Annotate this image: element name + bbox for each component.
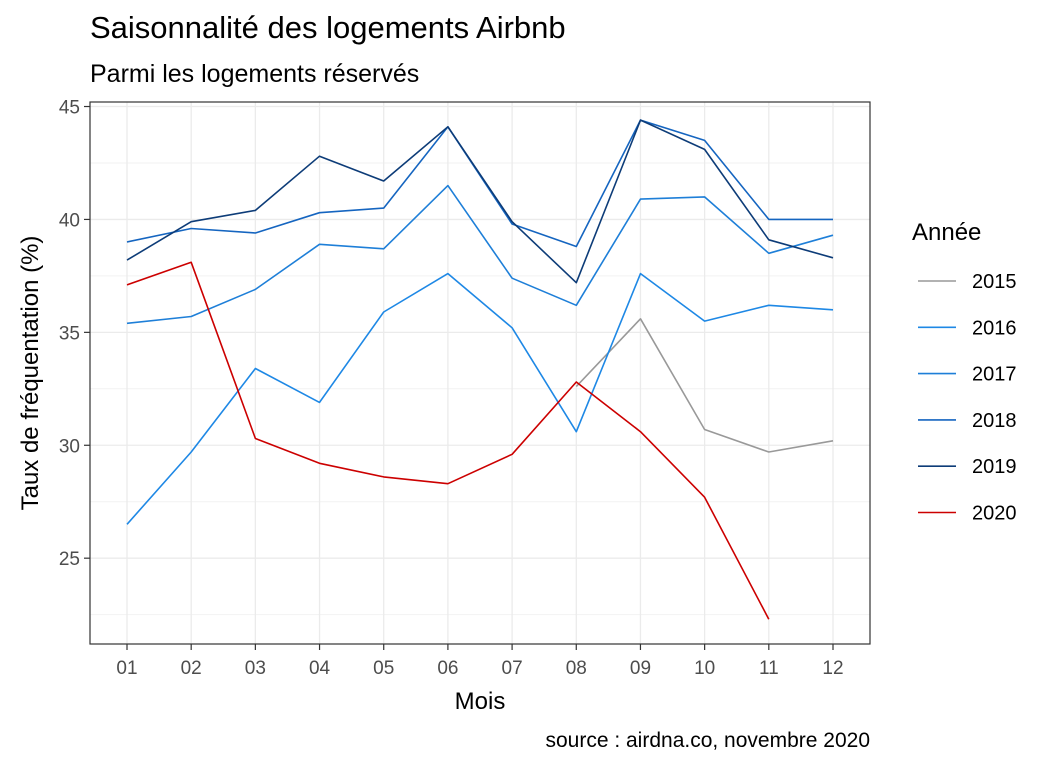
legend-label-2016: 2016: [972, 317, 1017, 339]
legend-title: Année: [912, 219, 981, 246]
grid: [90, 102, 870, 644]
series-line-2017: [126, 184, 834, 325]
x-tick-label: 12: [822, 658, 843, 679]
panel-border: [89, 101, 871, 645]
y-tick-label: 25: [59, 549, 80, 570]
x-tick-label: 01: [116, 658, 137, 679]
chart-title: Saisonnalité des logements Airbnb: [90, 10, 566, 45]
x-tick-label: 04: [309, 658, 331, 679]
series-line-2019: [126, 119, 834, 284]
series-line-2015: [575, 318, 834, 453]
x-tick-label: 05: [373, 658, 394, 679]
legend-label-2017: 2017: [972, 364, 1017, 386]
x-tick-label: 11: [759, 658, 779, 679]
y-tick-label: 35: [59, 323, 80, 344]
x-tick-label: 08: [566, 658, 587, 679]
chart-caption: source : airdna.co, novembre 2020: [545, 729, 870, 752]
chart-subtitle: Parmi les logements réservés: [90, 60, 420, 88]
legend-label-2020: 2020: [972, 503, 1017, 525]
y-tick-label: 45: [59, 98, 80, 119]
y-tick-label: 30: [59, 436, 80, 457]
x-tick-label: 03: [245, 658, 266, 679]
x-tick-label: 02: [181, 658, 202, 679]
x-tick-label: 06: [437, 658, 458, 679]
y-axis: 25 30 35 40 45: [59, 98, 90, 570]
x-axis-title: Mois: [455, 688, 506, 715]
y-tick-label: 40: [59, 210, 80, 231]
series-line-2020: [126, 261, 770, 620]
legend: Année 2015 2016 2017 2018 2019 2020: [912, 219, 1017, 525]
series-lines: [126, 119, 834, 620]
y-axis-title: Taux de fréquentation (%): [17, 236, 44, 511]
series-line-2016: [126, 272, 834, 525]
x-axis: 01 02 03 04 05 06 07 08 09 10 11 12: [116, 644, 844, 679]
legend-label-2015: 2015: [972, 271, 1017, 293]
legend-label-2019: 2019: [972, 456, 1017, 478]
x-tick-label: 07: [502, 658, 523, 679]
legend-label-2018: 2018: [972, 410, 1017, 432]
x-tick-label: 10: [694, 658, 715, 679]
x-tick-label: 09: [630, 658, 651, 679]
series-line-2018: [126, 119, 833, 248]
